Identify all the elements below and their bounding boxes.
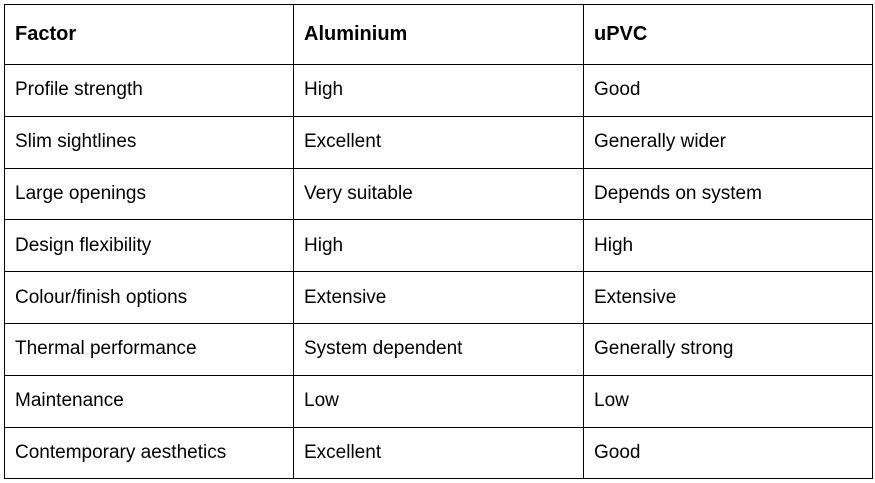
table-cell: Low <box>293 374 584 428</box>
table-cell: Very suitable <box>293 167 584 221</box>
table-cell: Excellent <box>293 115 584 169</box>
table-row: Slim sightlines Excellent Generally wider <box>4 115 873 169</box>
table-cell: Contemporary aesthetics <box>4 426 294 480</box>
table-row: Thermal performance System dependent Gener… <box>4 322 873 376</box>
table-row: Colour/finish options Extensive Extensive <box>4 271 873 324</box>
table-cell: Thermal performance <box>4 322 294 376</box>
header-cell: Factor <box>4 4 294 65</box>
table-row: Profile strength High Good <box>4 64 873 117</box>
table-cell: Excellent <box>293 426 584 480</box>
comparison-table: Factor Aluminium uPVC Profile strength High… <box>4 4 873 480</box>
header-row: Factor Aluminium uPVC <box>4 4 873 65</box>
table-body: Profile strength High Good Slim sightlines E… <box>4 64 873 480</box>
table-cell: Colour/finish options <box>4 271 294 324</box>
table-cell: Maintenance <box>4 374 294 428</box>
table-cell: Extensive <box>293 271 584 324</box>
table-cell: High <box>293 219 584 273</box>
header-cell: uPVC <box>583 4 873 65</box>
table-cell: Generally strong <box>583 322 873 376</box>
table-cell: System dependent <box>293 322 584 376</box>
table-cell: Low <box>583 374 873 428</box>
table-cell: Depends on system <box>583 167 873 221</box>
table-cell: High <box>583 219 873 273</box>
table-cell: Generally wider <box>583 115 873 169</box>
table-cell: Extensive <box>583 271 873 324</box>
table-cell: Design flexibility <box>4 219 294 273</box>
table-cell: Good <box>583 426 873 480</box>
table-cell: Good <box>583 64 873 117</box>
table-row: Large openings Very suitable Depends on sy… <box>4 167 873 221</box>
table-row: Contemporary aesthetics Excellent Good <box>4 426 873 480</box>
table-cell: Profile strength <box>4 64 294 117</box>
table-row: Design flexibility High High <box>4 219 873 273</box>
header-cell: Aluminium <box>293 4 584 65</box>
table-cell: Slim sightlines <box>4 115 294 169</box>
table-cell: High <box>293 64 584 117</box>
table-row: Maintenance Low Low <box>4 374 873 428</box>
table-cell: Large openings <box>4 167 294 221</box>
